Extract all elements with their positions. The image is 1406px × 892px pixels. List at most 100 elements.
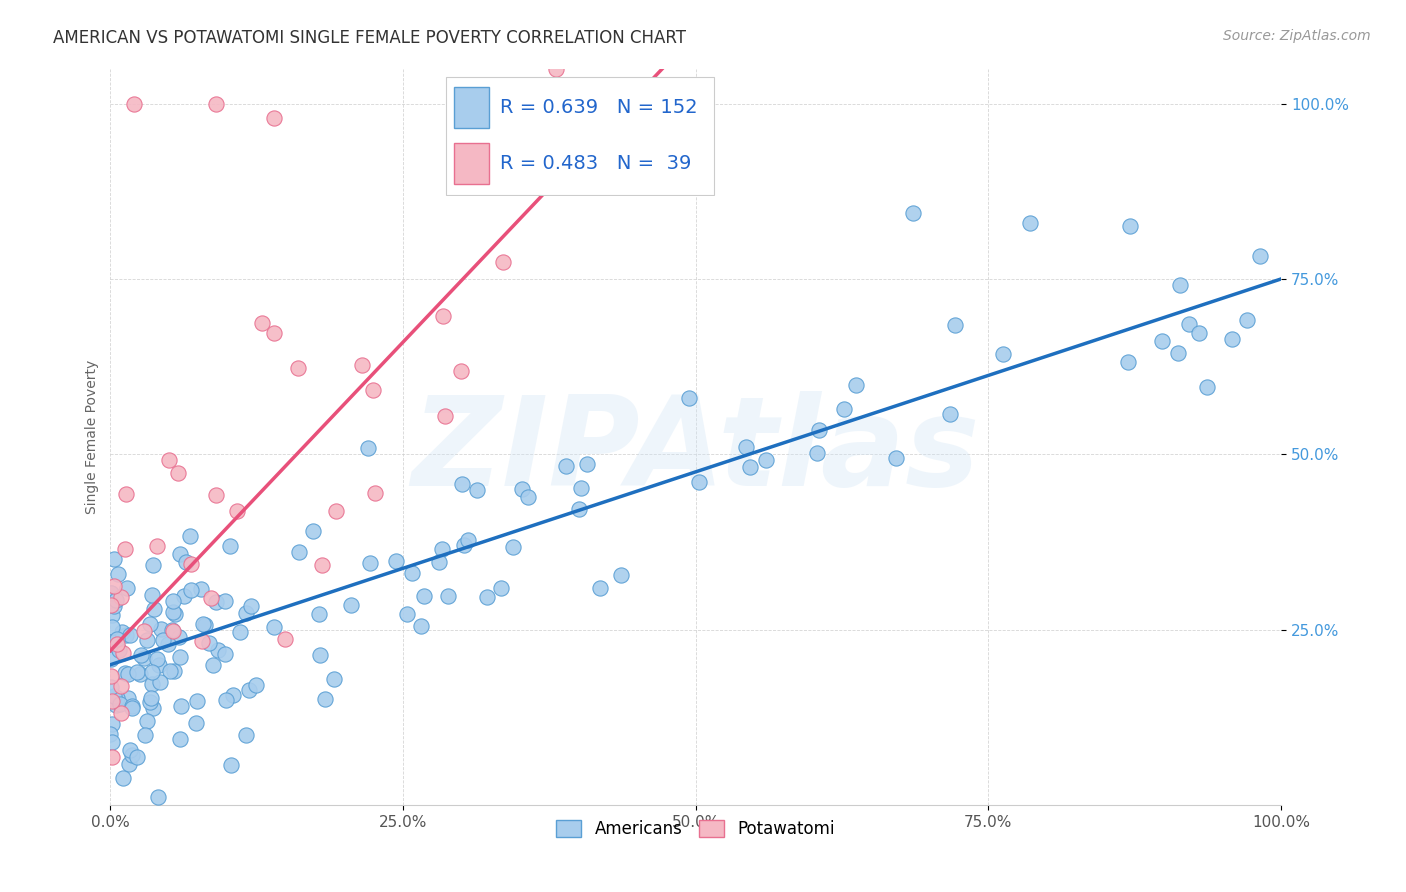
Point [222, 688, 245, 702]
Point [226, 504, 249, 518]
Point [100, 635, 122, 649]
Point [101, 608, 124, 623]
Point [1150, 334, 1173, 348]
Point [1118, 355, 1140, 369]
Point [143, 602, 166, 616]
Point [359, 557, 381, 571]
Point [149, 622, 172, 636]
Point [1118, 219, 1140, 234]
Point [325, 504, 347, 518]
Point [311, 558, 333, 572]
Point [204, 96, 226, 111]
Point [1177, 317, 1199, 331]
Point [450, 364, 472, 378]
Point [1019, 216, 1042, 230]
Point [180, 582, 202, 597]
Point [502, 541, 524, 555]
Point [450, 476, 472, 491]
Point [943, 318, 966, 332]
Y-axis label: Single Female Poverty: Single Female Poverty [86, 359, 100, 514]
Point [146, 652, 169, 666]
Point [1222, 332, 1244, 346]
Point [141, 588, 163, 602]
Point [569, 481, 592, 495]
Point [214, 647, 236, 661]
Point [1236, 313, 1258, 327]
Point [174, 555, 197, 569]
Point [118, 743, 141, 757]
Text: AMERICAN VS POTAWATOMI SINGLE FEMALE POVERTY CORRELATION CHART: AMERICAN VS POTAWATOMI SINGLE FEMALE POV… [53, 29, 686, 46]
Point [110, 698, 132, 712]
Point [100, 669, 122, 683]
Point [194, 618, 217, 632]
Point [129, 667, 152, 681]
Point [427, 555, 450, 569]
Point [361, 384, 384, 398]
Point [127, 665, 149, 679]
Point [179, 529, 201, 543]
Point [157, 637, 180, 651]
Point [101, 694, 124, 708]
Point [430, 542, 453, 557]
Point [235, 728, 257, 742]
Point [103, 599, 125, 614]
Point [103, 579, 125, 593]
Text: Source: ZipAtlas.com: Source: ZipAtlas.com [1223, 29, 1371, 43]
Point [163, 664, 186, 678]
Point [1249, 249, 1271, 263]
Point [453, 538, 475, 552]
Point [477, 591, 499, 605]
Point [191, 617, 214, 632]
Point [309, 648, 332, 662]
Point [101, 619, 124, 633]
Point [134, 650, 156, 665]
Point [1188, 326, 1211, 340]
Point [288, 545, 311, 559]
Point [688, 475, 710, 490]
Point [114, 541, 136, 556]
Point [412, 589, 434, 603]
Point [308, 607, 330, 622]
Point [517, 490, 540, 504]
Point [100, 652, 122, 666]
Point [554, 459, 576, 474]
Text: R = 0.639   N = 152: R = 0.639 N = 152 [501, 97, 699, 117]
Point [434, 409, 457, 424]
Point [111, 624, 134, 639]
Point [117, 666, 139, 681]
Point [152, 632, 174, 647]
Point [105, 637, 128, 651]
Point [190, 582, 212, 596]
Point [162, 594, 184, 608]
Point [544, 62, 567, 76]
Legend: Americans, Potawatomi: Americans, Potawatomi [550, 813, 842, 845]
Point [401, 566, 423, 581]
Point [263, 620, 285, 634]
Point [141, 677, 163, 691]
Point [110, 706, 132, 721]
Point [180, 558, 202, 572]
Point [207, 643, 229, 657]
Point [240, 599, 263, 613]
Point [142, 558, 165, 572]
Point [409, 619, 432, 633]
Point [219, 758, 242, 772]
Point [489, 582, 512, 596]
Point [734, 440, 756, 454]
Text: R = 0.483   N =  39: R = 0.483 N = 39 [501, 154, 692, 173]
Point [115, 581, 138, 595]
Point [157, 453, 180, 467]
Point [139, 695, 162, 709]
Point [457, 533, 479, 547]
Point [101, 717, 124, 731]
Point [160, 624, 183, 638]
Point [125, 750, 148, 764]
Point [112, 646, 135, 660]
Point [219, 539, 242, 553]
Point [115, 487, 138, 501]
Point [610, 568, 633, 582]
Point [806, 446, 828, 460]
Point [575, 457, 598, 471]
Point [363, 486, 385, 500]
Point [357, 442, 380, 456]
